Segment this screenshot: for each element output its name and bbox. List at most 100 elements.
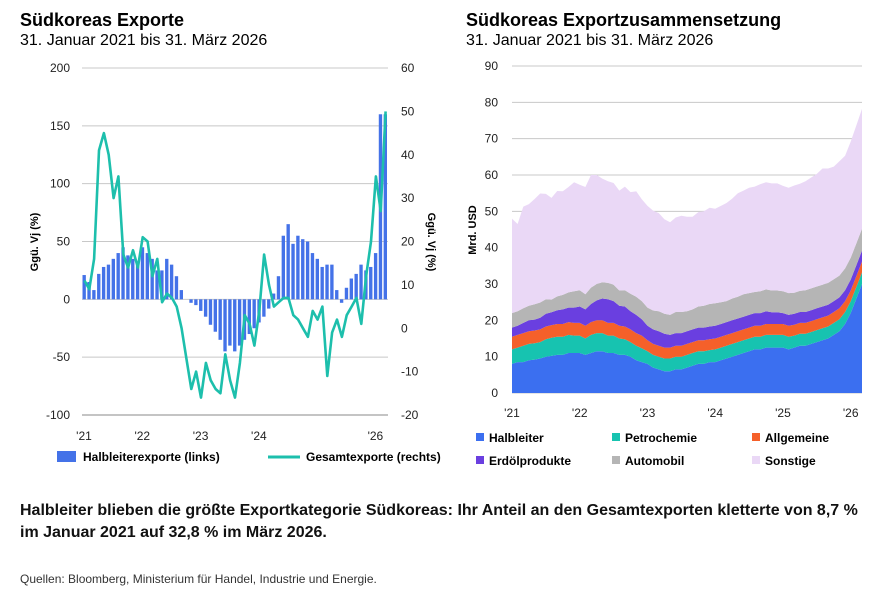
legend-label-allgemeine: Allgemeine xyxy=(765,431,829,445)
legend-label-line: Gesamtexporte (rechts) xyxy=(306,450,441,464)
y-left-tick-label: -50 xyxy=(53,350,71,364)
semiconductor-bar xyxy=(223,299,227,352)
y-tick-label: 40 xyxy=(485,241,499,255)
x-tick-label: '21 xyxy=(504,406,520,420)
x-tick-label: '21 xyxy=(76,429,92,443)
semiconductor-bar xyxy=(383,114,387,300)
total-exports-line xyxy=(83,111,387,399)
semiconductor-bar xyxy=(106,264,111,300)
y-right-tick-label: 0 xyxy=(401,321,408,335)
semiconductor-bar xyxy=(237,299,242,346)
x-tick-label: '22 xyxy=(134,429,150,443)
semiconductor-bar xyxy=(116,253,120,300)
semiconductor-bar xyxy=(101,266,106,300)
x-tick-label: '22 xyxy=(572,406,588,420)
y-left-tick-label: 200 xyxy=(50,61,70,75)
semiconductor-bar xyxy=(150,258,154,300)
x-tick-label: '26 xyxy=(368,429,384,443)
y-right-tick-label: 30 xyxy=(401,191,415,205)
x-tick-label: '26 xyxy=(843,406,859,420)
semiconductor-bar xyxy=(203,299,208,317)
legend-label-petrochemie: Petrochemie xyxy=(625,431,697,445)
legend-swatch-automobil xyxy=(612,456,620,464)
y-right-tick-label: 20 xyxy=(401,235,415,249)
semiconductor-bar xyxy=(174,276,179,300)
semiconductor-bar xyxy=(373,253,378,300)
semiconductor-bar xyxy=(92,290,96,300)
y-tick-label: 60 xyxy=(485,168,499,182)
x-tick-label: '23 xyxy=(640,406,656,420)
y-right-tick-label: 60 xyxy=(401,61,415,75)
x-tick-label: '23 xyxy=(193,429,209,443)
y-right-axis-label: Ggü. Vj (%) xyxy=(425,213,437,272)
legend-label-sonstige: Sonstige xyxy=(765,454,816,468)
left-chart-subtitle: 31. Januar 2021 bis 31. März 2026 xyxy=(20,32,268,49)
semiconductor-bar xyxy=(213,299,217,332)
y-left-tick-label: 150 xyxy=(50,119,70,133)
area-automobil xyxy=(512,228,862,335)
semiconductor-bar xyxy=(267,299,271,309)
semiconductor-bar xyxy=(145,253,149,300)
semiconductor-bar xyxy=(262,299,266,317)
y-left-axis-label: Ggü. Vj (%) xyxy=(29,212,41,271)
semiconductor-bar xyxy=(315,258,319,300)
semiconductor-bar xyxy=(97,273,101,300)
y-axis-label: Mrd. USD xyxy=(467,205,479,255)
semiconductor-bar xyxy=(111,258,115,300)
left-chart-title: Südkoreas Exporte xyxy=(20,10,185,30)
y-tick-label: 90 xyxy=(485,59,499,73)
x-tick-label: '24 xyxy=(251,429,267,443)
semiconductor-bar xyxy=(121,247,125,300)
semiconductor-bar xyxy=(208,299,213,325)
area-erdoel xyxy=(512,250,862,348)
area-sonstige xyxy=(512,108,862,315)
y-right-tick-label: 50 xyxy=(401,104,415,118)
legend-swatch-allgemeine xyxy=(752,433,760,441)
semiconductor-bar xyxy=(194,299,198,306)
right-chart-title: Südkoreas Exportzusammensetzung xyxy=(466,10,782,30)
semiconductor-bar xyxy=(296,235,300,300)
semiconductor-bar xyxy=(199,299,203,311)
semiconductor-bar xyxy=(252,299,256,329)
semiconductor-bar xyxy=(247,299,251,335)
semiconductor-bar xyxy=(218,299,222,340)
semiconductor-bar xyxy=(354,273,358,300)
semiconductor-bar xyxy=(233,299,237,352)
caption-text: Halbleiter blieben die größte Exportkate… xyxy=(20,502,858,541)
y-right-tick-label: 40 xyxy=(401,148,415,162)
source-note: Quellen: Bloomberg, Ministerium für Hand… xyxy=(20,572,377,586)
semiconductor-bar xyxy=(286,224,290,300)
legend-swatch-halbleiter xyxy=(476,433,484,441)
y-left-tick-label: 100 xyxy=(50,177,70,191)
legend-label-halbleiter: Halbleiter xyxy=(489,431,544,445)
semiconductor-bar xyxy=(320,266,324,300)
y-left-tick-label: -100 xyxy=(46,408,70,422)
semiconductor-bar xyxy=(335,290,339,300)
semiconductor-bar xyxy=(228,299,232,346)
semiconductor-bar xyxy=(165,258,169,300)
semiconductor-bar xyxy=(160,270,164,300)
semiconductor-bar xyxy=(339,299,344,303)
y-tick-label: 70 xyxy=(485,132,499,146)
area-halbleiter xyxy=(512,284,862,393)
legend-swatch-sonstige xyxy=(752,456,760,464)
area-allgemeine xyxy=(512,261,862,359)
y-tick-label: 50 xyxy=(485,204,499,218)
legend-label-erdoel: Erdölprodukte xyxy=(489,454,571,468)
y-tick-label: 0 xyxy=(491,386,498,400)
semiconductor-bar xyxy=(330,264,334,300)
semiconductor-bar xyxy=(82,275,86,300)
y-right-tick-label: 10 xyxy=(401,278,415,292)
semiconductor-bar xyxy=(87,281,91,300)
area-petrochemie xyxy=(512,272,862,372)
legend-swatch-bars xyxy=(57,451,76,462)
semiconductor-bar xyxy=(305,241,310,300)
semiconductor-bar xyxy=(131,258,135,300)
legend-swatch-erdoel xyxy=(476,456,484,464)
y-tick-label: 10 xyxy=(485,350,499,364)
x-tick-label: '24 xyxy=(707,406,723,420)
semiconductor-bar xyxy=(271,293,276,300)
semiconductor-bar xyxy=(301,239,305,300)
